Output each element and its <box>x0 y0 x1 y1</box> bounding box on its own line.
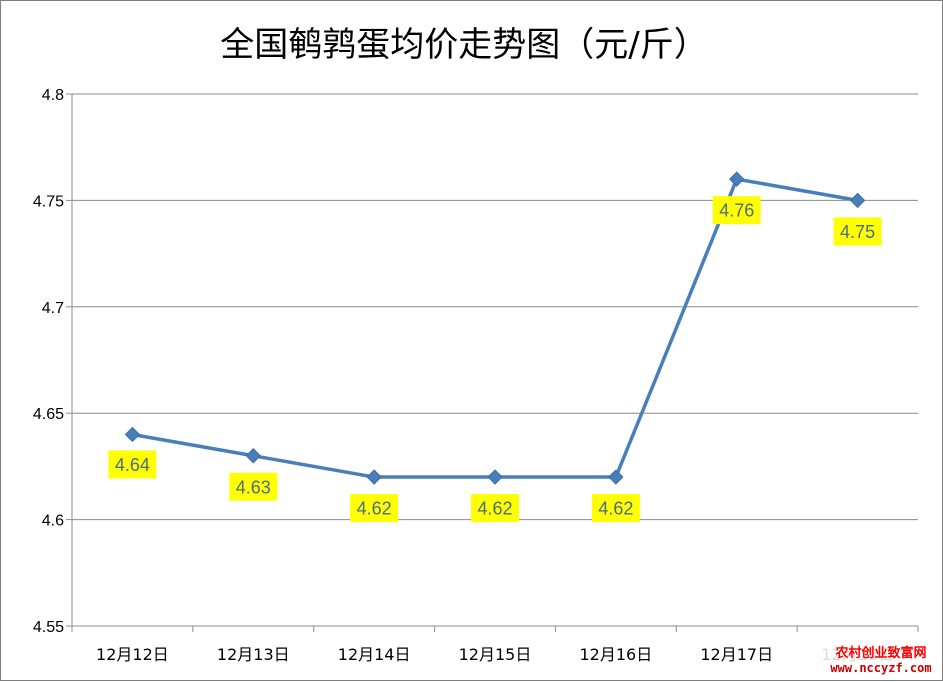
x-tick-label: 12月13日 <box>217 645 290 664</box>
data-label: 4.62 <box>477 499 512 519</box>
y-tick-label: 4.7 <box>42 300 64 317</box>
x-tick-label: 12月14日 <box>338 645 411 664</box>
data-label: 4.62 <box>598 499 633 519</box>
data-labels: 4.64 4.63 4.62 4.62 4.62 4.76 4.75 <box>108 196 882 523</box>
x-tick-label: 12月15日 <box>459 645 532 664</box>
data-point-marker <box>608 469 624 485</box>
gridlines <box>72 93 918 627</box>
x-tick-label: 12月16日 <box>579 645 652 664</box>
data-point-marker <box>487 469 503 485</box>
watermark-url: www.nccyzf.com <box>830 661 931 675</box>
x-tick-label: 12月12日 <box>96 645 169 664</box>
data-point-marker <box>245 448 261 464</box>
y-tick-label: 4.55 <box>33 619 64 636</box>
data-label: 4.64 <box>115 455 150 475</box>
data-label-box <box>712 196 761 225</box>
x-axis-tick-labels: 12月12日12月13日12月14日12月15日12月16日12月17日12月1… <box>96 645 894 664</box>
data-label-box <box>833 217 882 246</box>
watermark-background <box>823 642 940 676</box>
y-tick-label: 4.6 <box>42 513 64 530</box>
data-point-marker <box>849 192 866 209</box>
data-label-box <box>350 494 399 523</box>
y-axis-tick-labels: 4.8 4.75 4.7 4.65 4.6 4.55 <box>33 87 64 636</box>
data-point-marker <box>729 171 745 187</box>
data-point-marker <box>124 426 141 443</box>
data-label-box <box>591 494 640 523</box>
data-label: 4.75 <box>840 222 875 242</box>
x-tick-label: 12月17日 <box>700 645 773 664</box>
data-point-marker <box>366 469 382 485</box>
watermark: 农村创业致富网 www.nccyzf.com <box>823 642 940 676</box>
chart-title: 全国鹌鹑蛋均价走势图（元/斤） <box>220 25 707 65</box>
data-label: 4.76 <box>719 201 754 221</box>
data-markers <box>124 171 866 485</box>
data-label: 4.62 <box>357 499 392 519</box>
data-label-box <box>471 494 519 523</box>
y-tick-label: 4.65 <box>33 406 64 423</box>
data-label: 4.63 <box>236 477 271 497</box>
axes <box>66 93 919 632</box>
data-label-box <box>108 450 157 479</box>
watermark-site-name: 农村创业致富网 <box>834 645 926 661</box>
y-tick-label: 4.8 <box>42 87 64 104</box>
data-label-box <box>229 472 278 501</box>
y-tick-label: 4.75 <box>33 193 64 210</box>
